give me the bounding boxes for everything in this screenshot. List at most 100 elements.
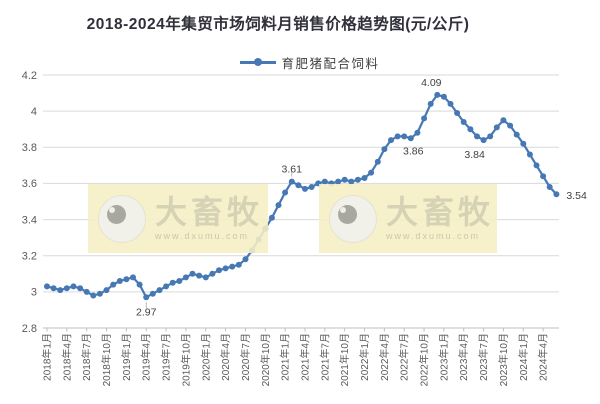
data-point-marker xyxy=(222,265,229,272)
y-axis-tick-label: 2.8 xyxy=(22,323,37,335)
logo-glint-icon xyxy=(109,206,115,213)
data-point-marker xyxy=(467,126,474,133)
data-point-marker xyxy=(421,115,428,122)
y-axis-tick-label: 4 xyxy=(31,106,37,118)
x-axis-tick-label: 2022年10月 xyxy=(418,333,431,386)
x-axis-tick-label: 2022年7月 xyxy=(398,333,411,381)
watermark-text-column: 大畜牧 www.dxumu.com xyxy=(155,194,264,241)
data-point-marker xyxy=(202,274,209,281)
data-point-marker xyxy=(116,278,123,284)
data-point-marker xyxy=(130,274,136,281)
data-point-marker xyxy=(474,133,480,140)
data-point-marker xyxy=(493,124,500,131)
data-point-marker xyxy=(103,287,110,294)
y-axis-tick-label: 4.2 xyxy=(22,70,37,82)
data-point-marker xyxy=(216,267,222,274)
x-axis-tick-label: 2020年7月 xyxy=(239,333,252,381)
data-point-marker xyxy=(354,176,361,183)
data-point-marker xyxy=(388,137,394,144)
data-point-marker xyxy=(487,133,494,140)
data-point-marker xyxy=(169,279,176,286)
x-axis-tick-label: 2019年4月 xyxy=(140,333,153,381)
data-point-marker xyxy=(513,131,520,138)
data-point-label: 3.61 xyxy=(282,164,303,176)
x-axis-tick-label: 2018年1月 xyxy=(41,333,54,381)
data-point-marker xyxy=(288,178,295,185)
data-point-marker xyxy=(507,122,514,129)
data-point-marker xyxy=(427,100,434,107)
data-point-marker xyxy=(189,270,196,277)
x-axis-tick-label: 2019年10月 xyxy=(179,333,192,386)
data-point-marker xyxy=(447,100,454,107)
data-point-marker xyxy=(83,288,90,295)
x-axis-tick-label: 2021年10月 xyxy=(338,333,351,386)
data-point-marker xyxy=(335,178,342,185)
data-point-marker xyxy=(143,294,150,301)
data-point-marker xyxy=(434,91,441,98)
data-point-label: 2.97 xyxy=(136,306,157,318)
x-axis-tick-label: 2023年10月 xyxy=(497,333,510,386)
data-point-marker xyxy=(321,178,328,185)
data-point-marker xyxy=(533,162,540,169)
data-point-marker xyxy=(268,214,275,221)
dxumu-eye-logo-icon xyxy=(98,194,146,243)
watermark-brand: 大畜牧 xyxy=(155,194,264,231)
x-axis-tick-label: 2023年4月 xyxy=(457,333,470,381)
x-axis-tick-label: 2019年7月 xyxy=(160,333,173,381)
x-axis-tick-label: 2022年4月 xyxy=(378,333,391,381)
y-axis-tick-label: 3.6 xyxy=(22,178,37,190)
data-point-marker xyxy=(196,272,203,279)
x-axis-tick-label: 2021年7月 xyxy=(318,333,331,381)
x-axis-tick-label: 2024年4月 xyxy=(537,333,550,381)
watermark-url: www.dxumu.com xyxy=(155,230,250,241)
legend-series-label: 育肥猪配合饲料 xyxy=(281,56,380,71)
x-axis-tick-label: 2018年7月 xyxy=(80,333,93,381)
data-point-marker xyxy=(77,285,84,292)
data-point-marker xyxy=(149,290,156,297)
data-point-marker xyxy=(295,182,302,189)
watermark-text-column: 大畜牧 www.dxumu.com xyxy=(386,194,495,241)
data-point-marker xyxy=(57,287,64,294)
data-point-marker xyxy=(275,202,282,209)
data-point-marker xyxy=(348,178,355,185)
data-point-marker xyxy=(553,191,560,198)
data-point-marker xyxy=(182,274,189,281)
data-point-marker xyxy=(136,281,143,288)
x-axis-tick-label: 2018年4月 xyxy=(60,333,73,381)
x-axis-tick-label: 2020年4月 xyxy=(219,333,232,381)
watermark-brand: 大畜牧 xyxy=(386,194,495,231)
data-point-label: 3.54 xyxy=(566,190,587,202)
legend: 育肥猪配合饲料 xyxy=(20,54,600,71)
x-axis-tick-label: 2023年1月 xyxy=(437,333,450,381)
data-point-marker xyxy=(70,283,77,290)
logo-glint-icon xyxy=(340,206,346,213)
data-point-marker xyxy=(414,129,421,136)
data-point-label: 4.09 xyxy=(421,77,442,89)
data-point-label: 3.84 xyxy=(464,149,485,161)
data-point-marker xyxy=(520,140,527,147)
x-axis-tick-label: 2019年1月 xyxy=(120,333,133,381)
data-point-marker xyxy=(96,290,103,297)
data-point-marker xyxy=(454,110,461,116)
data-point-marker xyxy=(235,261,242,268)
data-point-marker xyxy=(123,276,130,283)
data-point-marker xyxy=(156,287,163,294)
data-point-marker xyxy=(50,285,57,292)
data-point-marker xyxy=(229,263,236,270)
data-point-marker xyxy=(302,185,308,192)
data-point-marker xyxy=(407,135,414,142)
y-axis-tick-label: 3 xyxy=(31,287,37,299)
data-point-marker xyxy=(526,151,533,158)
watermark-box: 大畜牧 www.dxumu.com xyxy=(88,184,268,253)
data-point-label: 3.86 xyxy=(403,145,424,157)
y-axis-tick-label: 3.8 xyxy=(22,142,37,154)
data-point-marker xyxy=(374,158,381,165)
data-point-marker xyxy=(341,176,348,183)
data-point-marker xyxy=(394,133,401,140)
data-point-marker xyxy=(209,270,216,277)
data-point-marker xyxy=(282,189,289,196)
data-point-marker xyxy=(242,256,249,263)
x-axis-tick-label: 2024年1月 xyxy=(517,333,530,381)
